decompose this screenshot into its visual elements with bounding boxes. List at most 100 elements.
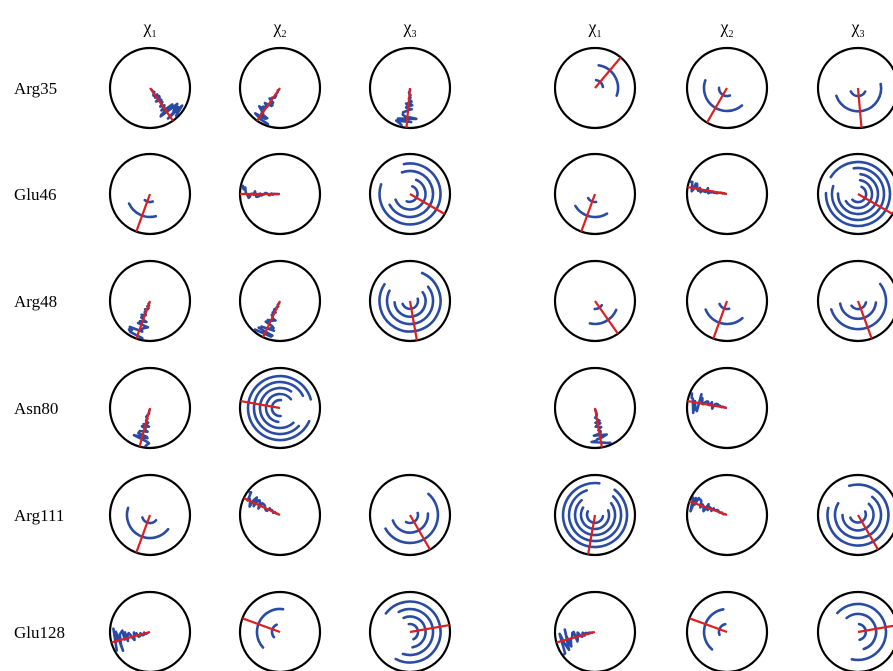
dial-glu46-chi1 xyxy=(553,152,637,236)
dial-arg48-chi3 xyxy=(368,259,452,343)
chi-subscript: 3 xyxy=(860,29,865,40)
dial-arg48-chi2 xyxy=(238,259,322,343)
dial-arg35-chi3 xyxy=(816,46,893,130)
dial-glu128-chi1 xyxy=(108,590,192,671)
dial-arg35-chi1 xyxy=(108,46,192,130)
dial-arg48-chi2 xyxy=(685,259,769,343)
final-angle-line xyxy=(243,497,281,516)
final-angle-line xyxy=(857,514,879,551)
trajectory-trace xyxy=(824,160,892,228)
dial-circle xyxy=(816,152,893,236)
dial-circle xyxy=(816,590,893,671)
dial-circle xyxy=(238,366,322,450)
final-angle-line xyxy=(687,186,728,196)
final-angle-line xyxy=(687,400,728,410)
dial-glu128-chi3 xyxy=(816,590,893,671)
final-angle-line xyxy=(135,300,152,339)
trajectory-trace xyxy=(830,282,888,331)
dial-circle xyxy=(816,46,893,130)
dial-glu46-chi1 xyxy=(108,152,192,236)
chi-subscript: 2 xyxy=(282,29,287,40)
dial-asn80-chi2 xyxy=(685,366,769,450)
dial-circle xyxy=(553,366,637,450)
dial-circle xyxy=(108,590,192,671)
chi-symbol: χ xyxy=(403,17,412,37)
dial-circle xyxy=(685,473,769,557)
residue-labels: Arg35 Glu46 Arg48 Asn80 Arg111 Glu128 xyxy=(14,79,65,642)
trajectory-trace xyxy=(594,64,620,97)
final-angle-line xyxy=(580,193,597,232)
dial-circle xyxy=(238,473,322,557)
dial-circle xyxy=(368,590,452,671)
dial-glu128-chi2 xyxy=(685,590,769,671)
dial-circle xyxy=(368,46,452,130)
dial-circle xyxy=(108,473,192,557)
dial-circle xyxy=(108,152,192,236)
dial-glu128-chi1 xyxy=(553,590,637,671)
dial-asn80-chi1 xyxy=(108,366,192,450)
dial-circle xyxy=(238,259,322,343)
chi-symbol: χ xyxy=(273,17,282,37)
final-angle-line xyxy=(409,624,450,634)
final-angle-line xyxy=(262,300,281,338)
dial-glu46-chi2 xyxy=(685,152,769,236)
dial-circle xyxy=(685,152,769,236)
final-angle-line xyxy=(856,87,863,128)
chi-symbol: χ xyxy=(588,17,597,37)
final-angle-line xyxy=(594,56,622,89)
dial-grid xyxy=(108,46,893,671)
final-angle-line xyxy=(405,87,412,128)
dial-glu46-chi2 xyxy=(238,152,322,236)
final-angle-line xyxy=(857,193,893,215)
dial-arg111-chi3 xyxy=(816,473,893,557)
trajectory-trace xyxy=(125,506,170,540)
trajectory-trace xyxy=(150,88,184,120)
final-angle-line xyxy=(594,300,619,335)
residue-label: Glu128 xyxy=(14,623,65,642)
dial-arg35-chi2 xyxy=(685,46,769,130)
trajectory-trace xyxy=(378,162,442,226)
dial-arg48-chi1 xyxy=(108,259,192,343)
final-angle-line xyxy=(149,87,174,122)
final-angle-line xyxy=(138,407,152,447)
dial-circle xyxy=(108,259,192,343)
column-header-chi2: χ2 xyxy=(720,17,734,40)
dial-glu128-chi3 xyxy=(368,590,452,671)
dial-circle xyxy=(685,259,769,343)
dial-arg111-chi1 xyxy=(553,473,637,557)
residue-label: Glu46 xyxy=(14,185,57,204)
dial-circle xyxy=(368,259,452,343)
dial-circle xyxy=(816,473,893,557)
dial-circle xyxy=(685,366,769,450)
final-angle-line xyxy=(712,300,729,339)
column-header-chi3: χ3 xyxy=(851,17,865,40)
dial-arg35-chi3 xyxy=(368,46,452,130)
residue-label: Arg35 xyxy=(14,79,57,98)
chi-subscript: 3 xyxy=(412,29,417,40)
dial-circle xyxy=(368,152,452,236)
final-angle-line xyxy=(556,630,596,644)
dial-arg48-chi3 xyxy=(816,259,893,343)
dial-arg111-chi2 xyxy=(238,473,322,557)
trajectory-trace xyxy=(246,374,313,442)
trajectory-trace xyxy=(588,303,618,326)
dial-circle xyxy=(238,46,322,130)
final-angle-line xyxy=(242,617,281,634)
chi-symbol: χ xyxy=(143,17,152,37)
final-angle-line xyxy=(409,514,431,551)
trajectory-trace xyxy=(702,608,727,651)
dial-circle xyxy=(816,259,893,343)
dial-circle xyxy=(553,46,637,130)
trajectory-trace xyxy=(112,627,150,652)
chi-subscript: 1 xyxy=(152,29,157,40)
trajectory-trace xyxy=(241,184,280,200)
final-angle-line xyxy=(689,617,728,634)
dial-circle xyxy=(108,366,192,450)
final-angle-line xyxy=(857,624,893,634)
dial-arg111-chi2 xyxy=(685,473,769,557)
dial-circle xyxy=(108,46,192,130)
residue-label: Arg111 xyxy=(14,506,64,525)
final-angle-line xyxy=(135,514,152,553)
dial-circle xyxy=(553,590,637,671)
